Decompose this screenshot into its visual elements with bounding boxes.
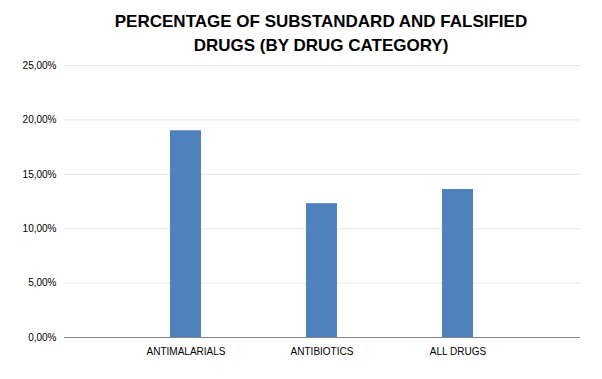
- svg-text:10,00%: 10,00%: [23, 223, 57, 234]
- svg-text:20,00%: 20,00%: [23, 114, 57, 125]
- html-text:PERCENTAGE OF SUBSTANDARD AND: PERCENTAGE OF SUBSTANDARD AND FALSIFIED …: [114, 12, 528, 55]
- svg-text:ANTIMALARIALS: ANTIMALARIALS: [147, 346, 226, 357]
- svg-text:5,00%: 5,00%: [28, 277, 56, 288]
- svg-text:15,00%: 15,00%: [23, 169, 57, 180]
- svg-text:25,00%: 25,00%: [23, 60, 57, 71]
- svg-text:ANTIBIOTICS: ANTIBIOTICS: [291, 346, 354, 357]
- svg-text:0,00%: 0,00%: [28, 332, 56, 343]
- svg-text:ALL DRUGS: ALL DRUGS: [430, 346, 487, 357]
